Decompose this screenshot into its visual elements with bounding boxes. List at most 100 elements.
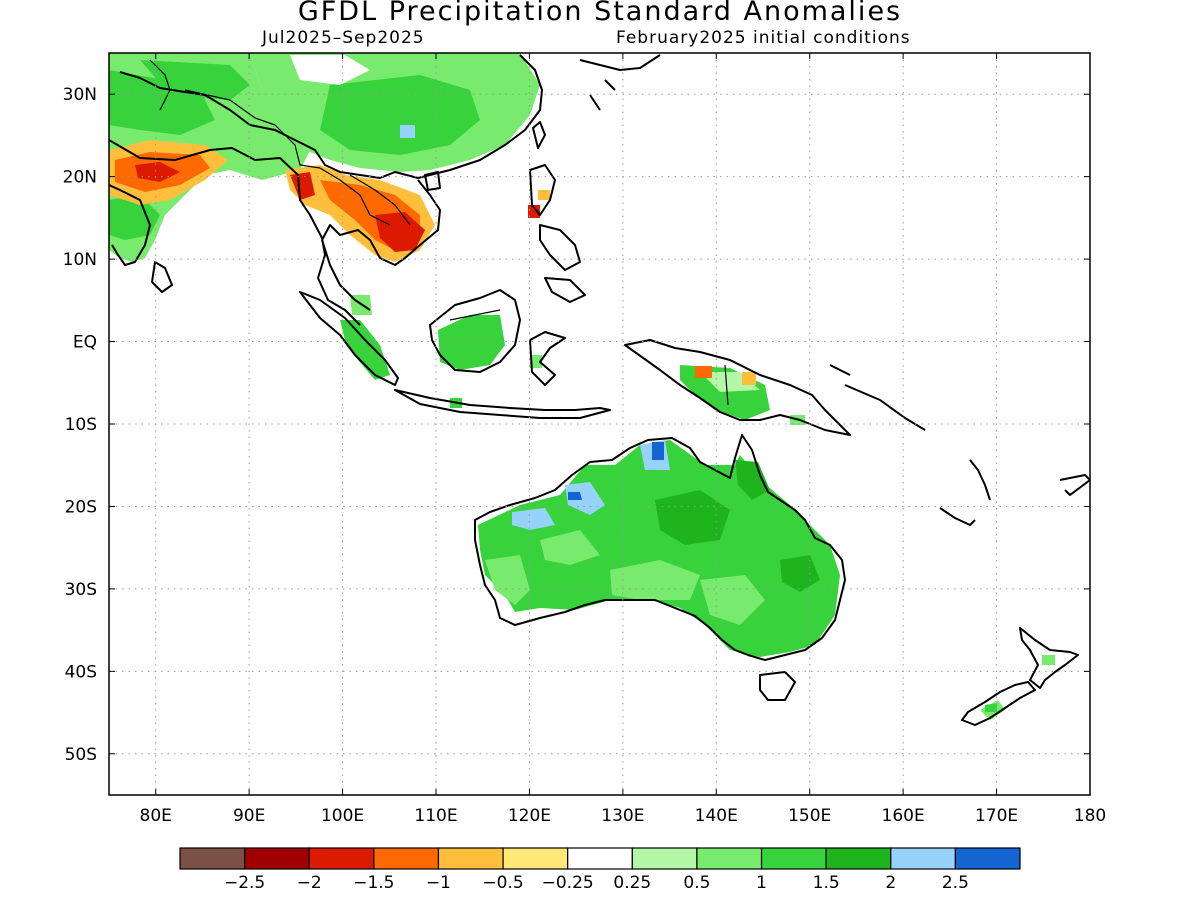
coast-borneo [429,289,521,373]
anomaly-nz-south-core [985,703,997,712]
legend-label: 0.5 [683,873,710,893]
anomaly-australia-strong-2 [735,460,770,500]
color-legend: −2.5 −2 −1.5 −1 −0.5 −0.25 0.25 0.5 1 1.5 2 2.5 [179,847,1021,893]
legend-label: −1 [426,873,451,893]
coast-new-guinea [624,339,851,436]
legend-swatch [696,847,763,870]
lat-label: 20N [63,168,97,188]
coast-java [394,389,611,419]
anomaly-china-strong [320,75,480,155]
anomaly-kimberley-wet [565,482,605,515]
lon-label: 150E [788,806,831,826]
coast-sri-lanka [151,261,173,293]
legend-swatch [631,847,698,870]
anomaly-australia-light-3 [540,530,600,565]
coast-nz-south [961,681,1036,726]
anomaly-borneo [438,315,505,370]
legend-swatch [502,847,569,870]
anomaly-tibet-white [290,55,370,85]
coast-indochina [321,179,441,266]
lat-label: 50S [65,745,97,765]
initial-conditions: February2025 initial conditions [616,28,911,48]
coast-solomons [829,364,926,431]
coast-tasmania [759,671,796,701]
legend-label: −1.5 [353,873,394,893]
legend-swatch [179,847,246,870]
anomaly-fields [109,53,1055,720]
border-india-nepal [184,89,276,126]
latitude-labels: 30N 20N 10N EQ 10S 20S 30S 40S 50S [63,85,97,765]
anomaly-australia-light-1 [610,560,700,600]
lat-label: 30N [63,85,97,105]
legend-label: 0.25 [613,873,651,893]
lon-label: 180 [1074,806,1106,826]
lat-label: 30S [65,580,97,600]
lon-label: 100E [321,806,364,826]
anomaly-australia-strong [655,490,730,545]
legend-swatch [308,847,375,870]
border-pakistan [149,59,171,111]
anomaly-new-guinea-dry [695,366,712,378]
anomaly-australia-light-west [485,555,530,605]
anomaly-australia-strong-3 [780,555,820,592]
lon-label: 110E [414,806,457,826]
anomaly-top-end-wet-core [652,442,664,460]
anomaly-new-guinea-dry-2 [742,372,756,385]
legend-label: 2 [885,873,896,893]
border-china-myanmar [274,124,321,169]
anomaly-kimberley-wet-2 [568,492,582,500]
border-borneo [449,309,501,321]
border-png [724,364,729,406]
legend-swatch [567,847,633,870]
lon-label: 140E [695,806,738,826]
border-indochina [319,167,411,226]
coast-hainan [424,171,441,191]
legend-swatch [825,847,892,870]
lat-label: 40S [65,662,97,682]
lon-label: 160E [882,806,925,826]
lat-label: EQ [73,333,97,353]
legend-label: −0.25 [542,873,594,893]
lon-label: 170E [975,806,1018,826]
coast-india-myanmar [109,139,361,326]
anomaly-sumatra [340,320,390,380]
coast-sulawesi [529,331,566,386]
lon-label: 130E [601,806,644,826]
anomaly-india-strong-2 [109,195,160,240]
lon-label: 80E [140,806,172,826]
coast-sumatra [299,291,399,386]
coast-new-caledonia [939,507,976,526]
legend-swatch [954,847,1021,870]
lon-label: 120E [508,806,551,826]
anomaly-cambodia-dry-max [375,212,425,252]
legend-swatch [437,847,504,870]
chart-title: GFDL Precipitation Standard Anomalies [297,0,903,27]
axis-ticks [109,53,1091,795]
coast-australia [474,434,846,661]
anomaly-philippines-dry-2 [538,190,550,200]
lat-label: 10S [65,415,97,435]
legend-label: −2 [297,873,322,893]
coast-nz-north [1019,627,1079,689]
anomaly-china-wet-spot [400,125,415,138]
legend-label: 2.5 [942,873,969,893]
forecast-period: Jul2025–Sep2025 [262,28,425,48]
coast-philippines [529,164,586,303]
legend-swatch [890,847,956,870]
anomaly-australia [478,440,840,657]
coast-vanuatu-fiji [969,459,1090,501]
coast-japan-islands [579,54,661,111]
lon-label: 90E [233,806,265,826]
legend-label: −0.5 [482,873,523,893]
grid-lines [109,53,1091,795]
longitude-labels: 80E 90E 100E 110E 120E 130E 140E 150E 160E 170E 18… [140,806,1107,826]
anomaly-philippines-dry [528,205,540,218]
anomaly-pilbara-wet [512,508,555,530]
legend-label: 1 [756,873,767,893]
anomaly-myanmar-dry [290,172,315,200]
anomaly-india-strong [109,70,215,135]
legend-swatch [373,847,440,870]
legend-swatch [760,847,827,870]
anomaly-sulawesi-spot [530,355,542,368]
